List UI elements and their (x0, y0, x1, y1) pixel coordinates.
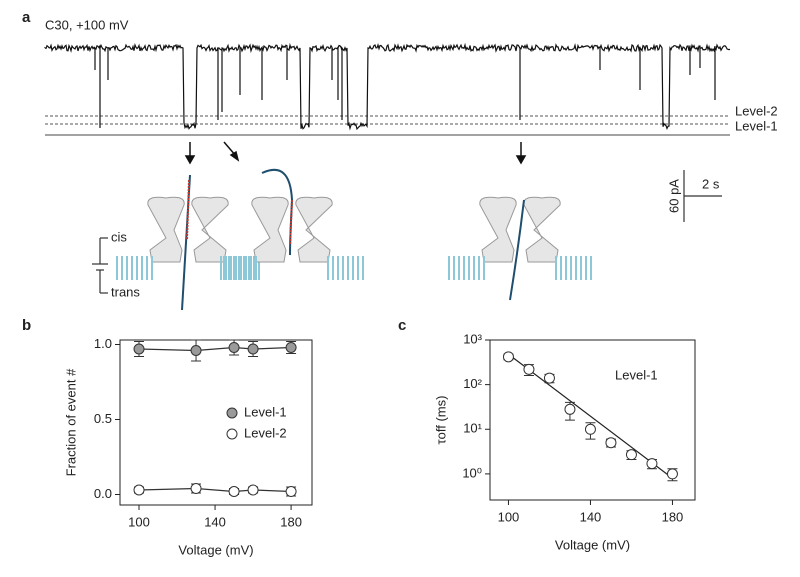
data-point (285, 342, 297, 353)
fit-line (508, 353, 673, 479)
y-tick-label: 0.0 (94, 486, 112, 501)
dna-strand (509, 199, 525, 301)
y-tick-label: 1.0 (94, 336, 112, 351)
cis-label: cis (111, 229, 127, 244)
data-point (584, 423, 596, 435)
plot-frame (489, 339, 696, 501)
x-axis-label: Voltage (mV) (555, 537, 630, 552)
panel-label: b (22, 317, 31, 334)
y-tick-label: 10² (463, 376, 482, 391)
data-point (247, 343, 259, 355)
data-point (133, 484, 145, 496)
pore-diagrams (116, 168, 592, 311)
data-point (625, 449, 637, 461)
data-point (285, 486, 297, 497)
y-tick-label: 0.5 (94, 411, 112, 426)
arrows (184, 141, 527, 165)
y-tick-label: 10³ (463, 331, 482, 346)
x-tick-label: 100 (128, 514, 150, 529)
data-point (666, 468, 678, 480)
data-point (228, 342, 240, 353)
pore-half (295, 196, 333, 263)
duplex (289, 199, 293, 246)
data-point (190, 483, 202, 494)
trans-label: trans (111, 284, 140, 299)
annotation: Level-1 (615, 367, 658, 382)
duplex (186, 179, 190, 241)
data-point (502, 351, 514, 363)
data-point (228, 486, 240, 497)
scale-bar (683, 170, 722, 222)
plot-frame (119, 339, 313, 506)
x-tick-label: 140 (204, 514, 226, 529)
legend-label: Level-2 (244, 425, 287, 440)
x-axis-label: Voltage (mV) (178, 542, 253, 557)
panel-label: a (22, 9, 31, 26)
data-point (646, 458, 658, 470)
x-tick-label: 180 (662, 509, 684, 524)
data-point (523, 363, 535, 375)
series-line (138, 346, 292, 352)
panel-a: a C30, +100 mV Level-2 Level-1 2 s 60 pA… (22, 9, 778, 311)
level-2-label: Level-2 (735, 103, 778, 118)
data-point (564, 403, 576, 415)
pore-half (191, 196, 229, 263)
data-point (133, 343, 145, 355)
legend-marker (226, 428, 238, 440)
series-line (138, 487, 292, 493)
y-axis-label: τoff (ms) (433, 396, 448, 445)
pore-half (523, 196, 561, 263)
y-axis-label: Fraction of event # (63, 368, 78, 476)
x-tick-label: 100 (498, 509, 520, 524)
panel-label: c (398, 317, 406, 334)
battery (92, 237, 108, 294)
pore-half (147, 196, 185, 263)
legend-label: Level-1 (244, 404, 287, 419)
trace-title: C30, +100 mV (45, 17, 129, 32)
y-tick-label: 10⁰ (462, 465, 482, 480)
level-1-label: Level-1 (735, 118, 778, 133)
x-tick-label: 140 (580, 509, 602, 524)
current-trace (44, 42, 731, 131)
data-point (605, 437, 617, 449)
scale-y: 60 pA (666, 179, 681, 213)
x-tick-label: 180 (280, 514, 302, 529)
legend-marker (226, 407, 238, 419)
pore-half (479, 196, 517, 263)
scale-x: 2 s (702, 176, 720, 191)
pore-half (251, 196, 289, 263)
data-point (543, 372, 555, 384)
data-point (247, 484, 259, 496)
data-point (190, 345, 202, 356)
y-tick-label: 10¹ (463, 421, 482, 436)
